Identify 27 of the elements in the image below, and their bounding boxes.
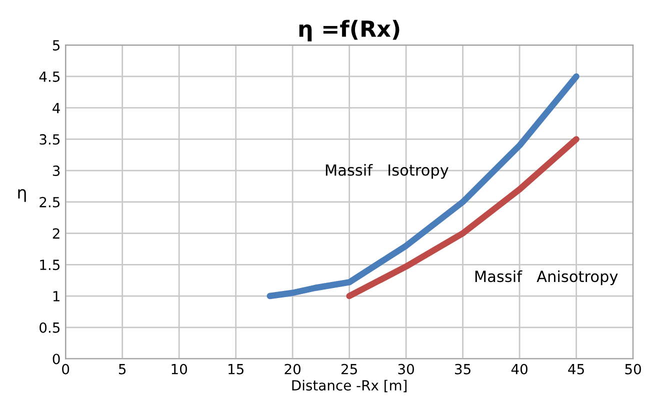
y-tick-label: 1 xyxy=(53,291,60,302)
x-tick-label: 15 xyxy=(228,364,244,374)
y-tick-label: 5 xyxy=(52,40,60,51)
x-tick-label: 25 xyxy=(342,364,357,374)
y-tick-label: 2.5 xyxy=(40,196,60,208)
y-tick-label: 4.5 xyxy=(39,72,60,82)
x-axis-title: Distance -Rx [m] xyxy=(292,380,407,392)
x-tick-label: 10 xyxy=(172,364,187,374)
y-tick-label: 4 xyxy=(52,102,60,114)
y-tick-label: 3.5 xyxy=(40,134,60,145)
chart-title: η =f(Rx) xyxy=(299,20,400,42)
y-tick-label: 0 xyxy=(52,354,60,364)
y-tick-label: 0.5 xyxy=(40,322,60,333)
x-tick-label: 50 xyxy=(625,364,641,374)
text: Massif Anisotropy xyxy=(475,270,618,286)
x-tick-label: 40 xyxy=(511,364,528,374)
y-tick-label: 1.5 xyxy=(40,260,60,270)
x-tick-label: 5 xyxy=(119,364,126,374)
x-tick-label: 20 xyxy=(284,364,300,374)
y-axis-title: η xyxy=(18,189,26,202)
x-tick-label: 0 xyxy=(62,364,70,374)
y-tick-label: 2 xyxy=(52,228,60,239)
series-label: Massif Isotropy xyxy=(326,164,448,179)
x-tick-label: 30 xyxy=(398,364,414,374)
x-tick-label: 45 xyxy=(568,364,584,374)
x-tick-label: 35 xyxy=(455,364,470,374)
y-tick-label: 3 xyxy=(52,166,60,176)
